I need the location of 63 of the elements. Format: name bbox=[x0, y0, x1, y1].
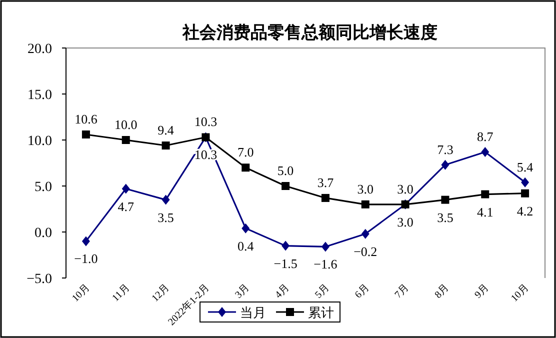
point bbox=[481, 146, 490, 157]
point bbox=[82, 236, 90, 246]
point bbox=[162, 194, 170, 205]
data-label: 3.0 bbox=[397, 181, 414, 196]
data-label: 3.5 bbox=[158, 210, 174, 225]
point bbox=[282, 240, 290, 251]
data-label: 3.0 bbox=[357, 181, 374, 196]
point bbox=[122, 136, 130, 144]
point bbox=[481, 190, 490, 198]
point bbox=[321, 194, 330, 202]
x-tick-label: 10月 bbox=[70, 282, 92, 304]
y-tick-label: 5.0 bbox=[34, 180, 52, 195]
data-label: 10.3 bbox=[194, 114, 218, 130]
point bbox=[162, 142, 170, 150]
data-label: 10.6 bbox=[74, 111, 98, 126]
y-tick-label: 10.0 bbox=[28, 134, 52, 149]
y-tick-label: −5.0 bbox=[26, 272, 52, 287]
chart-title: 社会消费品零售总额同比增长速度 bbox=[182, 23, 438, 42]
y-tick-label: 15.0 bbox=[28, 88, 52, 103]
point bbox=[82, 130, 90, 138]
data-label: 5.0 bbox=[277, 163, 294, 178]
x-tick-label: 10月 bbox=[509, 282, 532, 304]
x-tick-label: 5月 bbox=[313, 282, 332, 301]
legend-label: 累计 bbox=[308, 305, 334, 320]
point bbox=[361, 200, 370, 208]
x-tick-label: 9月 bbox=[472, 282, 492, 301]
data-label: 4.7 bbox=[118, 198, 134, 214]
data-label: 7.0 bbox=[238, 144, 254, 160]
data-label: −1.6 bbox=[314, 256, 338, 272]
point bbox=[122, 184, 130, 194]
data-label: −0.2 bbox=[354, 244, 378, 259]
point bbox=[321, 242, 330, 252]
point bbox=[242, 223, 250, 234]
data-label: 3.5 bbox=[437, 210, 454, 225]
x-tick-label: 6月 bbox=[353, 282, 372, 301]
point bbox=[242, 164, 250, 172]
data-label: 8.7 bbox=[477, 128, 494, 144]
point bbox=[361, 228, 370, 239]
point bbox=[282, 182, 290, 190]
data-label: 0.4 bbox=[238, 238, 254, 254]
x-tick-label: 12月 bbox=[150, 282, 172, 304]
data-label: 5.4 bbox=[516, 159, 534, 174]
x-tick-label: 8月 bbox=[432, 282, 452, 301]
data-label: 4.2 bbox=[516, 203, 534, 218]
data-label: −1.0 bbox=[74, 251, 98, 266]
y-tick-label: 0.0 bbox=[34, 226, 52, 241]
y-tick-label: 20.0 bbox=[28, 42, 52, 57]
data-label: 3.7 bbox=[317, 174, 334, 190]
legend-label: 当月 bbox=[240, 305, 266, 320]
point bbox=[441, 160, 450, 170]
point bbox=[521, 177, 530, 188]
x-tick-label: 11月 bbox=[110, 282, 132, 304]
data-label: 7.3 bbox=[437, 142, 454, 157]
data-label: 10.0 bbox=[114, 117, 138, 132]
x-tick-label: 3月 bbox=[233, 282, 252, 301]
data-label: 4.1 bbox=[477, 204, 494, 220]
point bbox=[441, 196, 450, 204]
x-tick-label: 4月 bbox=[273, 282, 292, 301]
data-label: 9.4 bbox=[158, 122, 174, 138]
point bbox=[521, 189, 530, 198]
data-label: −1.5 bbox=[274, 256, 298, 271]
x-tick-label: 7月 bbox=[393, 282, 412, 301]
data-label: 3.0 bbox=[397, 214, 414, 230]
